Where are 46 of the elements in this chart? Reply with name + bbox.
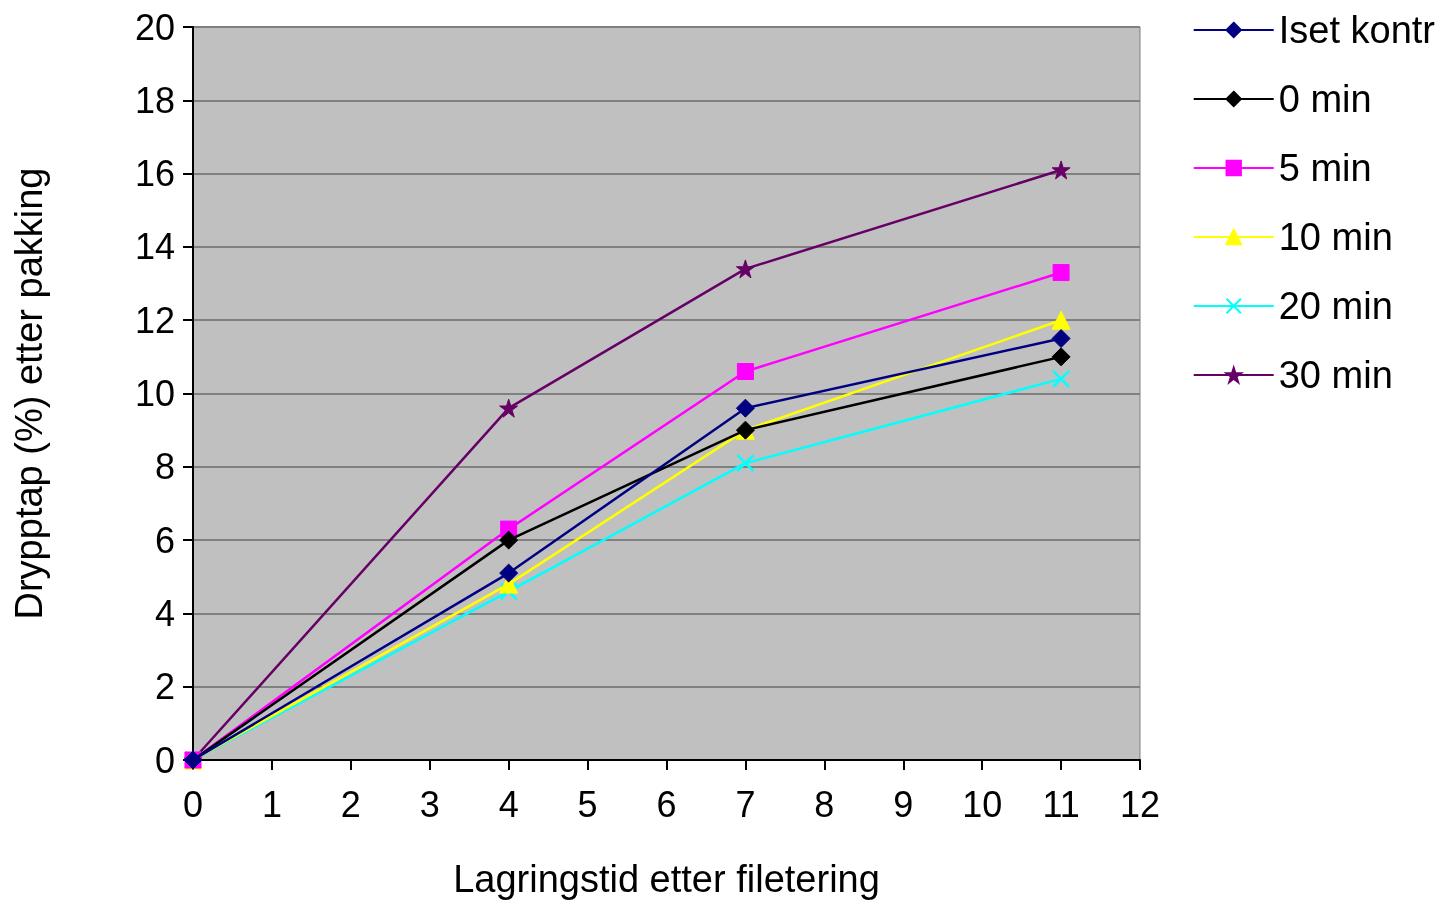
y-tick-label: 8 [154,446,175,488]
point [1051,369,1071,389]
y-tick-label: 6 [154,519,175,561]
y-tick-label: 14 [134,226,175,268]
y-tick-label: 4 [154,592,175,634]
legend-label: 5 min [1278,147,1372,189]
x-tick-label: 5 [577,783,598,825]
point [735,259,755,279]
point [499,563,519,583]
x-tick-label: 7 [735,783,756,825]
y-tick-label: 18 [134,79,175,121]
point [735,398,755,418]
y-axis-title: Drypptap (%) etter pakking [8,167,50,620]
point [499,582,518,601]
point [499,530,519,550]
point [1051,347,1071,367]
legend-label: 30 min [1278,354,1393,396]
y-tick-label: 20 [134,6,175,48]
legend-label: 20 min [1278,285,1393,327]
x-tick-label: 10 [962,783,1003,825]
point [736,363,754,381]
x-tick-label: 8 [814,783,835,825]
x-tick-label: 2 [340,783,361,825]
x-tick-label: 6 [656,783,677,825]
y-tick-label: 2 [154,666,175,708]
x-tick-label: 0 [182,783,204,825]
x-tick-label: 1 [261,783,282,825]
point [1052,264,1070,282]
x-tick-label: 11 [1042,783,1080,825]
point [736,453,755,473]
x-tick-label: 4 [498,783,519,825]
legend-label: 0 min [1278,78,1372,120]
y-tick-label: 10 [134,373,175,414]
legend-label: Iset kontr [1278,9,1436,51]
legend-label: 10 min [1278,216,1393,258]
point [1051,160,1071,180]
y-tick-label: 12 [134,299,175,341]
point [499,398,519,418]
y-tick-label: 0 [154,739,175,781]
x-tick-label: 12 [1119,783,1161,825]
y-tick-label: 16 [134,153,175,195]
x-axis-title: Lagringstid etter filetering [453,858,880,900]
x-tick-label: 3 [419,783,440,825]
point [1051,310,1071,330]
x-tick-label: 9 [893,783,914,825]
point [1051,329,1071,349]
